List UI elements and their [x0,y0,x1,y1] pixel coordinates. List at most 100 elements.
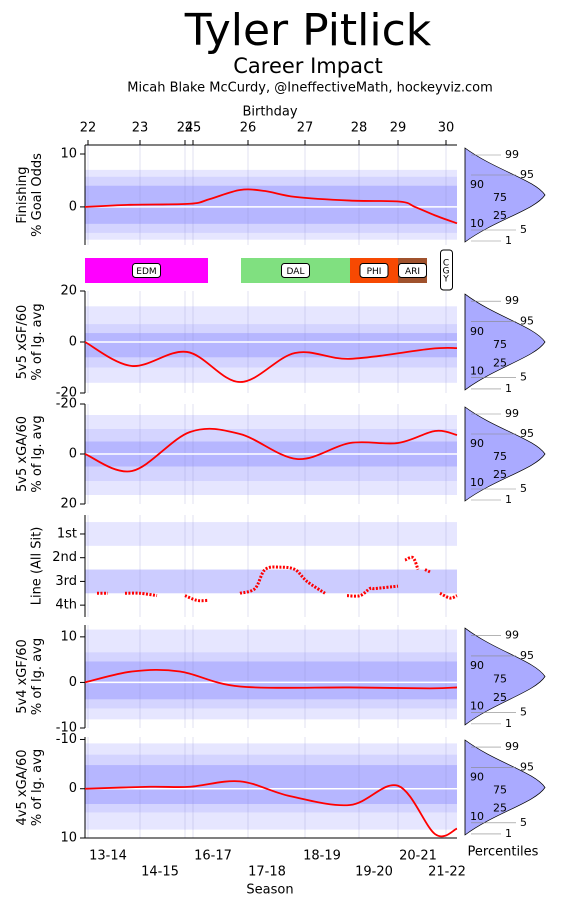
y-axis-label: % of lg. avg [30,303,45,380]
y-tick-label: 10 [60,146,77,161]
top-tick-label: 30 [438,121,455,136]
percentile-label: 10 [470,217,484,230]
percentile-label: 1 [505,827,512,840]
impact-line [84,188,458,225]
percentile-label: 90 [470,659,484,672]
y-axis-label: % of lg. avg [30,749,45,826]
percentile-label: 25 [493,356,507,369]
x-tick-label: 14-15 [141,865,179,880]
top-axis-label: Birthday [242,105,297,120]
y-axis-label: 5v4 xGF/60 [15,639,30,714]
percentile-label: 75 [493,338,507,351]
team-label: CGY [441,259,451,283]
percentile-label: 10 [470,810,484,823]
percentile-label: 90 [470,437,484,450]
impact-line [346,584,399,598]
percentile-title: Percentiles [468,845,539,860]
team-label: EDM [136,267,156,277]
top-tick-label: 27 [297,121,314,136]
percentile-label: 1 [505,234,512,247]
x-tick-label: 20-21 [399,849,437,864]
impact-line [184,594,209,603]
y-tick-label: 0 [69,199,77,214]
percentile-label: 99 [505,148,519,161]
y-axis-label: 5v5 xGA/60 [15,416,30,492]
distribution-fill [464,627,546,726]
impact-line [439,591,458,600]
credit: Micah Blake McCurdy, @IneffectiveMath, h… [127,81,493,96]
impact-line [424,568,431,574]
y-axis-label: 4v5 xGA/60 [15,750,30,826]
percentile-label: 10 [470,365,484,378]
percentile-label: 99 [505,740,519,753]
y-axis-label: Finishing [15,166,30,223]
y-tick-label: 4th [55,598,77,613]
distribution-fill [464,406,546,502]
y-tick-label: 0 [69,335,77,350]
percentile-label: 95 [520,649,534,662]
top-tick-label: 28 [351,121,368,136]
y-tick-label: 0 [69,781,77,796]
team-label-box [359,263,389,278]
percentile-label: 90 [470,178,484,191]
impact-line [404,555,420,571]
impact-line [124,591,158,598]
x-tick-label: 21-22 [428,865,466,880]
percentile-label: 5 [520,706,527,719]
percentile-label: 75 [493,784,507,797]
percentile-label: 95 [520,168,534,181]
percentile-label: 99 [505,407,519,420]
top-tick-label: 24 [177,121,194,136]
chart-subtitle: Career Impact [233,54,382,78]
percentile-label: 99 [505,628,519,641]
percentile-label: 75 [493,450,507,463]
percentile-label: 5 [520,371,527,384]
percentile-label: 90 [470,325,484,338]
top-tick-label: 29 [390,121,407,136]
percentile-label: 10 [470,699,484,712]
percentile-label: 25 [493,691,507,704]
team-label: DAL [287,267,305,277]
percentile-label: 75 [493,673,507,686]
y-tick-label: -10 [56,721,77,736]
y-axis-label: Line (All Sit) [30,527,45,606]
x-tick-label: 19-20 [355,865,393,880]
x-tick-label: 17-18 [248,865,286,880]
y-axis-label: % of lg. avg [30,415,45,492]
percentile-label: 95 [520,760,534,773]
y-tick-label: 2nd [52,550,77,565]
percentile-label: 10 [470,476,484,489]
distribution-fill [464,147,546,243]
x-axis-label: Season [246,883,293,898]
top-tick-label: 23 [132,121,149,136]
top-tick-label: 25 [185,121,202,136]
y-tick-label: 10 [60,831,77,846]
top-tick-label: 26 [240,121,257,136]
y-axis-label: % Goal Odds [30,153,45,237]
team-label-box [281,263,310,278]
y-axis-label: 5v5 xGF/60 [15,305,30,380]
percentile-label: 25 [493,468,507,481]
percentile-label: 5 [520,223,527,236]
percentile-band [85,569,457,594]
percentile-label: 5 [520,482,527,495]
percentile-label: 5 [520,816,527,829]
distribution-fill [464,293,546,391]
impact-line [84,341,458,383]
y-tick-label: 10 [60,629,77,644]
y-tick-label: 20 [60,284,77,299]
impact-line [84,780,458,838]
percentile-label: 99 [505,294,519,307]
x-tick-label: 16-17 [194,849,232,864]
top-tick-label: 22 [80,121,97,136]
distribution-fill [464,739,546,836]
impact-line [84,668,458,690]
percentile-label: 25 [493,209,507,222]
percentile-label: 90 [470,770,484,783]
percentile-band [85,661,457,700]
team-label: PHI [367,267,382,277]
y-tick-label: 1st [57,526,77,541]
percentile-label: 1 [505,493,512,506]
impact-line [84,427,458,473]
